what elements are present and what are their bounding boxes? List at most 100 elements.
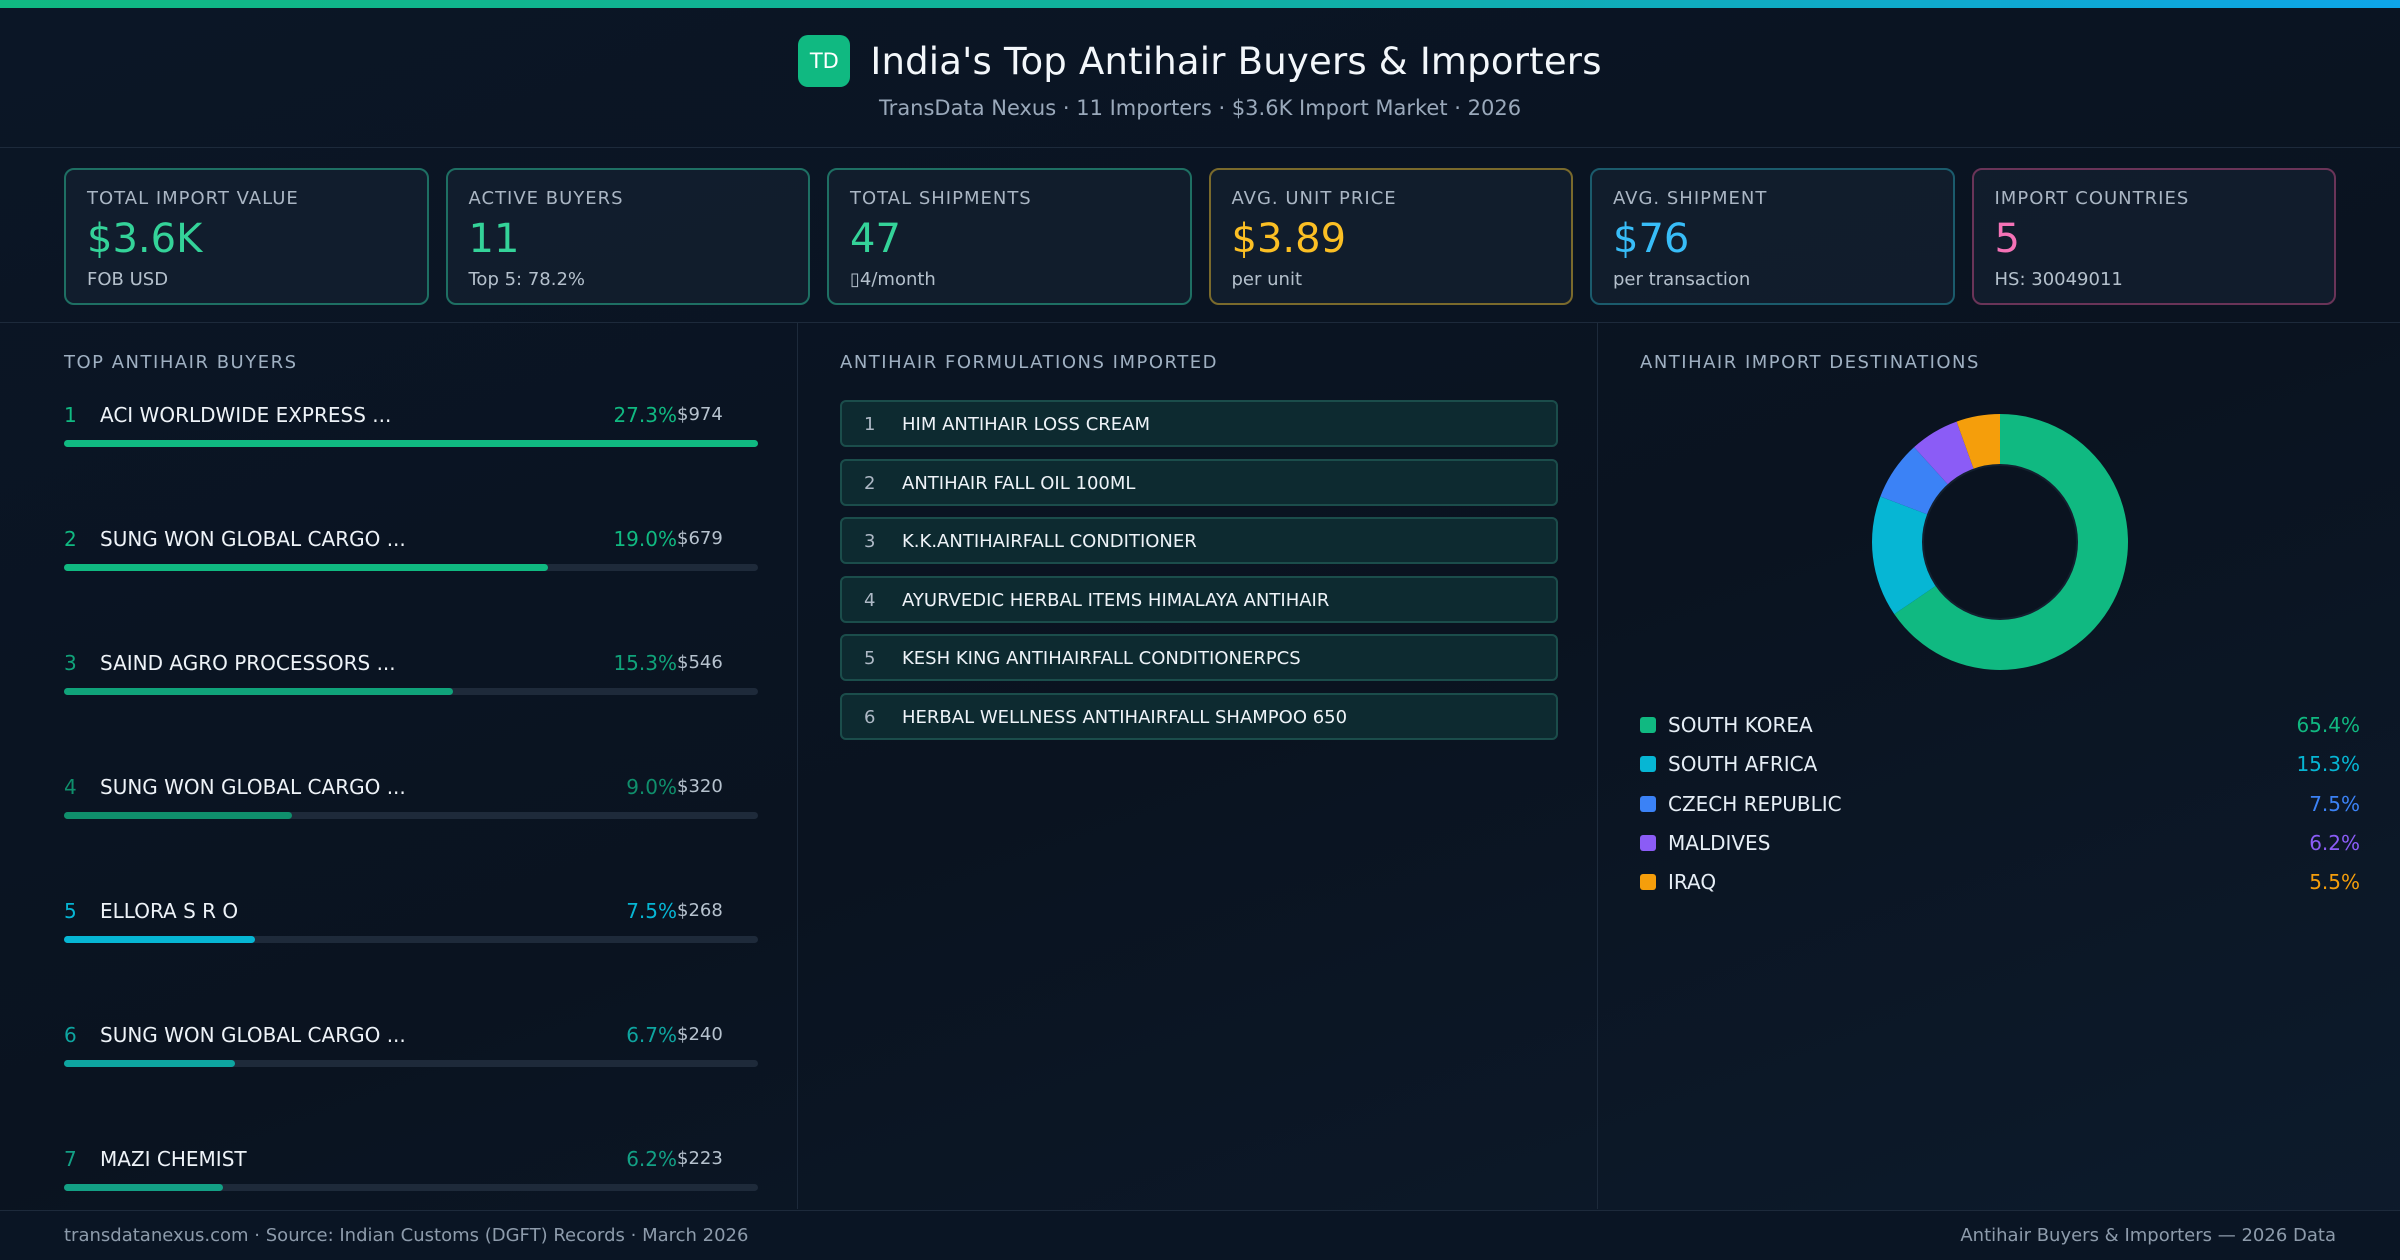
kpi-value: $3.6K [87, 216, 203, 262]
legend-percent: 7.5% [2309, 791, 2360, 816]
product-item[interactable]: 4 AYURVEDIC HERBAL ITEMS HIMALAYA ANTIHAI… [840, 575, 1558, 623]
footer-caption: Antihair Buyers & Importers — 2026 Data [1960, 1225, 2336, 1246]
buyer-share-bar-track [64, 812, 758, 819]
product-name: ANTIHAIR FALL OIL 100ML [902, 472, 1136, 494]
kpi-card-total-shipments: TOTAL SHIPMENTS 47 ▯4/month [827, 168, 1192, 305]
product-item[interactable]: 6 HERBAL WELLNESS ANTIHAIRFALL SHAMPOO 65… [840, 693, 1558, 740]
legend-item[interactable]: IRAQ 5.5% [1640, 870, 2360, 896]
header-divider [0, 147, 2400, 148]
page-subtitle: TransData Nexus · 11 Importers · $3.6K I… [878, 96, 1522, 120]
product-name: AYURVEDIC HERBAL ITEMS HIMALAYA ANTIHAIR [902, 589, 1330, 611]
kpi-label: ACTIVE BUYERS [468, 188, 624, 209]
product-name: HIM ANTIHAIR LOSS CREAM [902, 414, 1150, 435]
kpi-card-active-buyers: ACTIVE BUYERS 11 Top 5: 78.2% [445, 168, 810, 305]
footer-source: transdatanexus.com · Source: Indian Cust… [64, 1225, 749, 1246]
donut-slice-south-africa[interactable] [1872, 496, 1938, 615]
kpi-value: 11 [468, 216, 520, 262]
buyer-share-bar [64, 1060, 235, 1067]
buyer-row[interactable]: 5 ELLORA S R O 7.5% $268 [64, 899, 758, 959]
legend-swatch [1640, 834, 1656, 851]
legend-item[interactable]: MALDIVES 6.2% [1640, 831, 2360, 857]
buyer-name: SUNG WON GLOBAL CARGO ... [100, 775, 406, 799]
legend-item[interactable]: CZECH REPUBLIC 7.5% [1640, 792, 2360, 818]
donut-slice-czech-republic[interactable] [1880, 447, 1949, 515]
kpi-value: 5 [1994, 216, 2020, 262]
kpi-label: AVG. UNIT PRICE [1231, 188, 1397, 209]
page-footer: transdatanexus.com · Source: Indian Cust… [0, 1210, 2400, 1260]
buyer-row[interactable]: 7 MAZI CHEMIST 6.2% $223 [64, 1147, 758, 1207]
legend-item[interactable]: SOUTH KOREA 65.4% [1640, 713, 2360, 739]
buyer-share-bar-track [64, 440, 758, 447]
buyer-row[interactable]: 1 ACI WORLDWIDE EXPRESS ... 27.3% $974 [64, 403, 758, 463]
legend-country: SOUTH KOREA [1668, 713, 1813, 737]
buyer-import-value: $679 [677, 528, 723, 549]
kpi-card-avg-shipment: AVG. SHIPMENT $76 per transaction [1590, 168, 1955, 305]
buyer-share-percent: 6.2% [626, 1147, 677, 1171]
legend-percent: 5.5% [2309, 870, 2360, 895]
buyer-rank: 4 [64, 775, 77, 799]
legend-country: SOUTH AFRICA [1668, 752, 1818, 777]
donut-slice-maldives[interactable] [1914, 421, 1975, 486]
product-name: KESH KING ANTIHAIRFALL CONDITIONERPCS [902, 648, 1301, 670]
buyer-import-value: $546 [677, 652, 723, 673]
kpi-label: IMPORT COUNTRIES [1994, 188, 2190, 209]
donut-hole [1922, 464, 2078, 620]
buyer-share-percent: 27.3% [613, 403, 677, 427]
kpi-label: TOTAL SHIPMENTS [850, 188, 1032, 209]
buyer-row[interactable]: 6 SUNG WON GLOBAL CARGO ... 6.7% $240 [64, 1023, 758, 1083]
kpi-sub: FOB USD [87, 269, 169, 290]
product-rank: 5 [864, 648, 876, 670]
page-title: India's Top Antihair Buyers & Importers [870, 39, 1602, 83]
destinations-donut-chart [1872, 414, 2128, 670]
product-name: HERBAL WELLNESS ANTIHAIRFALL SHAMPOO 650 [902, 707, 1348, 728]
buyer-share-bar-track [64, 1184, 758, 1191]
buyer-name: ACI WORLDWIDE EXPRESS ... [100, 403, 392, 427]
legend-country: IRAQ [1668, 870, 1717, 895]
buyer-share-bar [64, 812, 293, 819]
buyer-share-bar-track [64, 936, 758, 943]
donut-slice-iraq[interactable] [1956, 414, 2000, 471]
buyer-share-bar [64, 564, 548, 571]
product-item[interactable]: 1 HIM ANTIHAIR LOSS CREAM [840, 400, 1558, 447]
buyer-share-percent: 9.0% [626, 775, 677, 799]
buyers-panel-title: TOP ANTIHAIR BUYERS [64, 352, 298, 373]
legend-swatch [1640, 717, 1656, 733]
product-item[interactable]: 5 KESH KING ANTIHAIRFALL CONDITIONERPCS [840, 634, 1558, 682]
buyer-import-value: $268 [677, 900, 723, 921]
kpi-label: AVG. SHIPMENT [1613, 188, 1768, 209]
buyer-row[interactable]: 2 SUNG WON GLOBAL CARGO ... 19.0% $679 [64, 527, 758, 587]
legend-country: MALDIVES [1668, 830, 1771, 855]
buyer-import-value: $240 [677, 1024, 723, 1045]
buyer-share-bar [64, 440, 758, 447]
buyer-row[interactable]: 4 SUNG WON GLOBAL CARGO ... 9.0% $320 [64, 775, 758, 835]
buyer-share-bar-track [64, 688, 758, 695]
kpi-label: TOTAL IMPORT VALUE [87, 188, 299, 209]
legend-country: CZECH REPUBLIC [1668, 791, 1842, 816]
legend-percent: 65.4% [2296, 713, 2360, 737]
product-item[interactable]: 2 ANTIHAIR FALL OIL 100ML [840, 458, 1558, 506]
buyer-share-percent: 15.3% [613, 651, 677, 675]
buyer-rank: 7 [64, 1147, 77, 1171]
legend-item[interactable]: SOUTH AFRICA 15.3% [1640, 752, 2360, 778]
kpi-card-import-countries: IMPORT COUNTRIES 5 HS: 30049011 [1971, 168, 2336, 305]
buyer-row[interactable]: 3 SAIND AGRO PROCESSORS ... 15.3% $546 [64, 651, 758, 711]
kpi-sub: ▯4/month [850, 269, 936, 290]
brand-logo: TD [798, 35, 851, 87]
legend-swatch [1640, 795, 1656, 812]
donut-slice-south-korea[interactable] [1894, 414, 2128, 670]
buyer-rank: 6 [64, 1023, 77, 1047]
buyer-share-bar [64, 936, 255, 943]
buyer-name: SAIND AGRO PROCESSORS ... [100, 651, 396, 675]
destinations-panel-title: ANTIHAIR IMPORT DESTINATIONS [1640, 352, 1980, 373]
product-name: K.K.ANTIHAIRFALL CONDITIONER [902, 531, 1197, 553]
legend-swatch [1640, 756, 1656, 773]
product-item[interactable]: 3 K.K.ANTIHAIRFALL CONDITIONER [840, 517, 1558, 565]
buyer-name: ELLORA S R O [100, 899, 239, 923]
product-rank: 2 [864, 472, 876, 494]
kpi-sub: per transaction [1613, 269, 1751, 290]
buyer-rank: 3 [64, 651, 77, 675]
buyer-share-bar [64, 688, 454, 695]
buyer-share-bar-track [64, 1060, 758, 1067]
top-accent-bar [0, 0, 2400, 8]
buyer-share-bar [64, 1184, 223, 1191]
